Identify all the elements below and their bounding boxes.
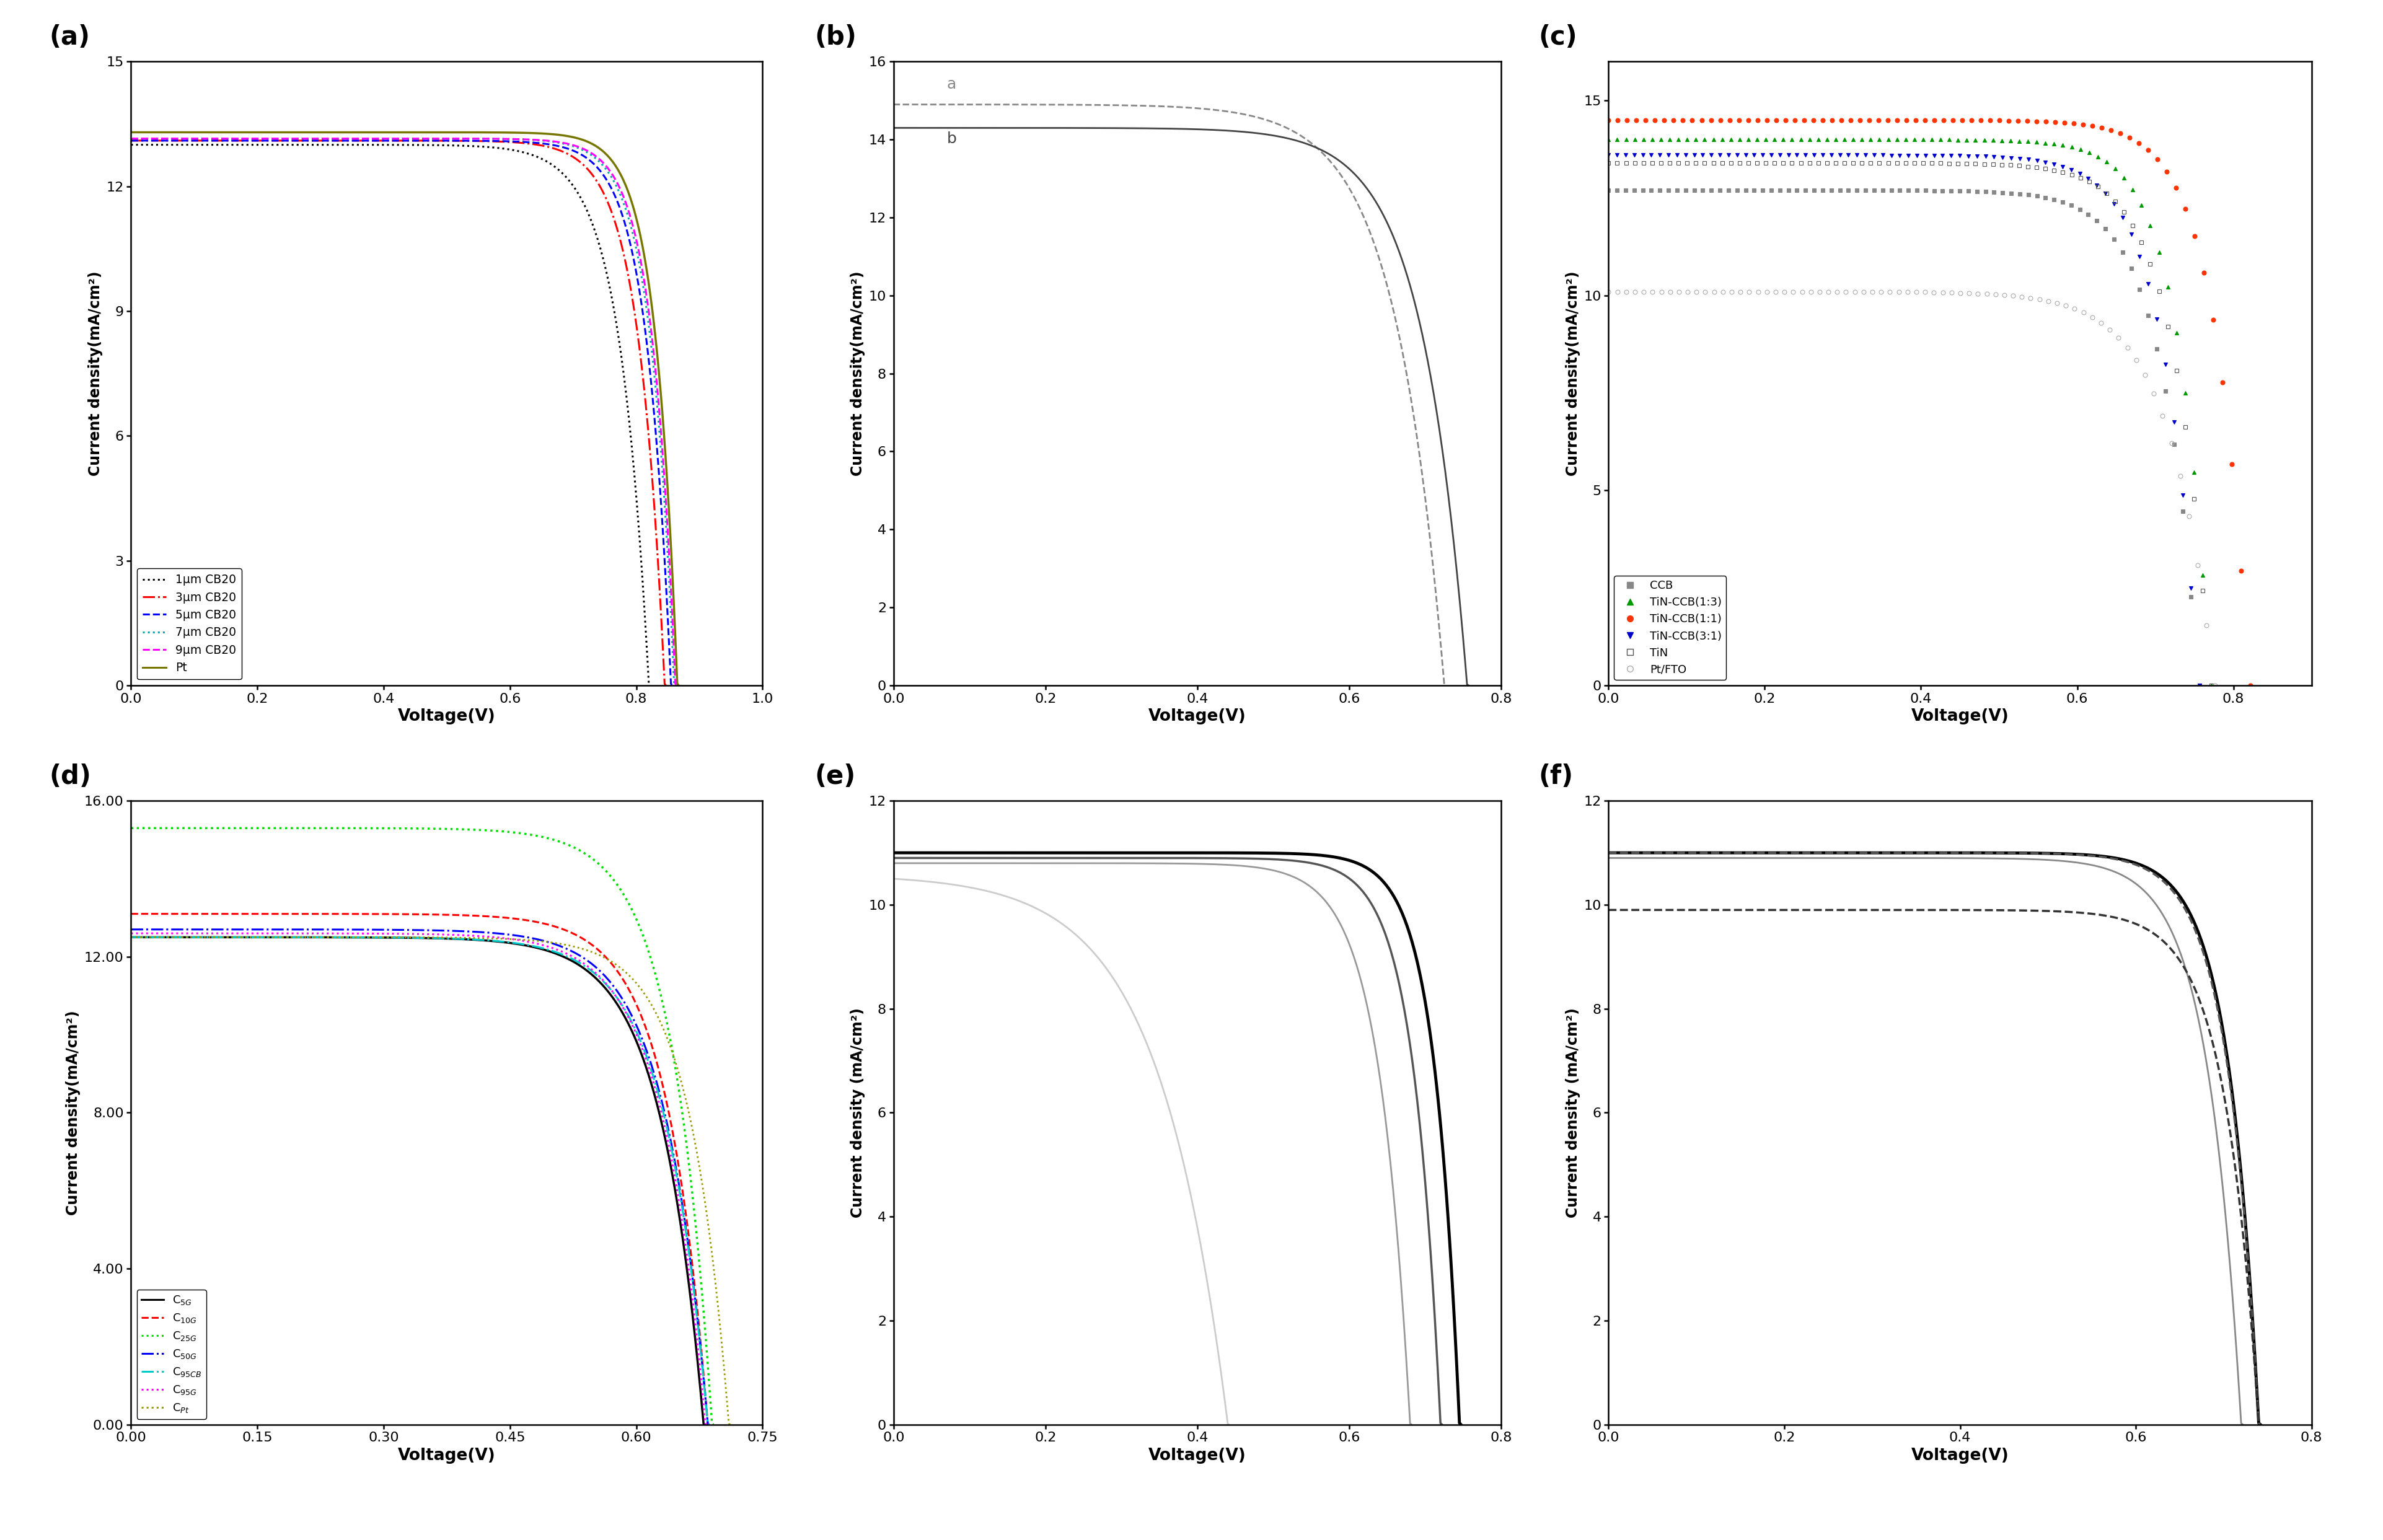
X-axis label: Voltage(V): Voltage(V) <box>1911 1448 2009 1463</box>
Y-axis label: Current density(mA/cm²): Current density(mA/cm²) <box>1566 271 1580 476</box>
Y-axis label: Current density(mA/cm²): Current density(mA/cm²) <box>851 271 865 476</box>
Legend: CCB, TiN-CCB(1:3), TiN-CCB(1:1), TiN-CCB(3:1), TiN, Pt/FTO: CCB, TiN-CCB(1:3), TiN-CCB(1:1), TiN-CCB… <box>1613 576 1725 679</box>
Text: (e): (e) <box>815 764 855 790</box>
X-axis label: Voltage(V): Voltage(V) <box>1911 708 2009 724</box>
Y-axis label: Current density (mA/cm²): Current density (mA/cm²) <box>1566 1007 1580 1218</box>
X-axis label: Voltage(V): Voltage(V) <box>1149 1448 1246 1463</box>
Text: (b): (b) <box>815 25 858 51</box>
X-axis label: Voltage(V): Voltage(V) <box>398 1448 496 1463</box>
Text: (c): (c) <box>1539 25 1578 51</box>
X-axis label: Voltage(V): Voltage(V) <box>398 708 496 724</box>
Text: (a): (a) <box>50 25 91 51</box>
Legend: C$_{5G}$, C$_{10G}$, C$_{25G}$, C$_{50G}$, C$_{95CB}$, C$_{95G}$, C$_{Pt}$: C$_{5G}$, C$_{10G}$, C$_{25G}$, C$_{50G}… <box>136 1289 207 1418</box>
Text: a: a <box>946 77 956 92</box>
Text: (f): (f) <box>1539 764 1573 790</box>
Text: b: b <box>946 132 956 146</box>
Y-axis label: Current density(mA/cm²): Current density(mA/cm²) <box>88 271 102 476</box>
X-axis label: Voltage(V): Voltage(V) <box>1149 708 1246 724</box>
Legend: 1μm CB20, 3μm CB20, 5μm CB20, 7μm CB20, 9μm CB20, Pt: 1μm CB20, 3μm CB20, 5μm CB20, 7μm CB20, … <box>136 568 241 679</box>
Text: (d): (d) <box>50 764 91 790</box>
Y-axis label: Current density(mA/cm²): Current density(mA/cm²) <box>67 1010 81 1215</box>
Y-axis label: Current density (mA/cm²): Current density (mA/cm²) <box>851 1007 865 1218</box>
